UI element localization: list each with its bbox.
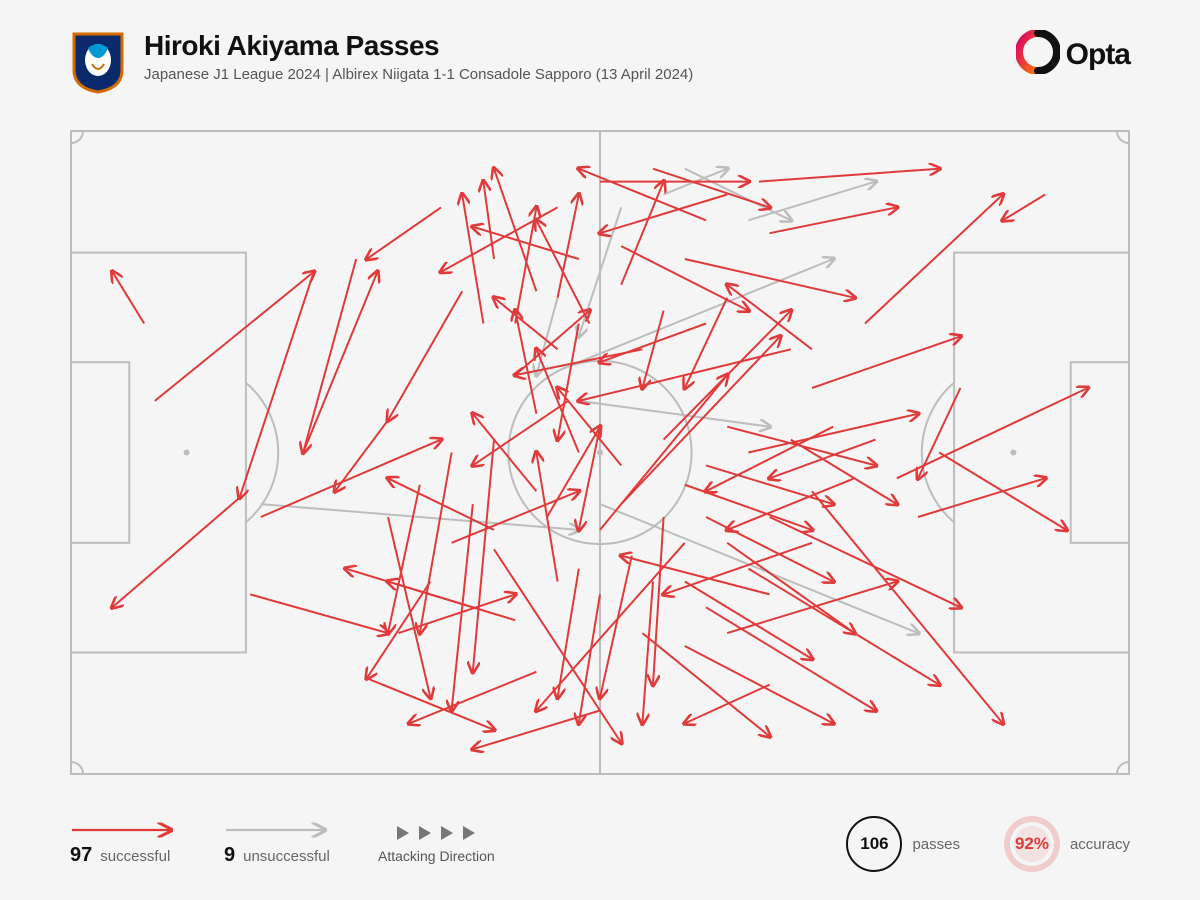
pass-map-pitch — [70, 130, 1130, 775]
attacking-direction-label: Attacking Direction — [378, 848, 495, 864]
total-passes-value: 106 — [846, 816, 902, 872]
legend-unsuccessful-count: 9 — [224, 844, 235, 867]
opta-mark-icon — [1016, 30, 1060, 79]
chevron-right-icon — [438, 824, 456, 842]
legend-unsuccessful: 9 unsuccessful — [224, 822, 334, 867]
chevron-right-icon — [416, 824, 434, 842]
legend-successful: 97 successful — [70, 822, 180, 867]
chevron-right-icon — [460, 824, 478, 842]
total-passes-badge: 106 passes — [846, 816, 960, 872]
total-passes-label: passes — [912, 836, 960, 853]
legend-unsuccessful-label: unsuccessful — [243, 848, 330, 865]
accuracy-value: 92% — [1004, 816, 1060, 872]
opta-wordmark: Opta — [1066, 38, 1130, 72]
opta-logo: Opta — [1016, 30, 1130, 79]
accuracy-label: accuracy — [1070, 836, 1130, 853]
legend-successful-label: successful — [100, 848, 170, 865]
legend-successful-count: 97 — [70, 844, 92, 867]
page-title: Hiroki Akiyama Passes — [144, 30, 1016, 62]
chevron-right-icon — [394, 824, 412, 842]
accuracy-badge: 92% accuracy — [1004, 816, 1130, 872]
attacking-direction: Attacking Direction — [378, 824, 495, 864]
page-subtitle: Japanese J1 League 2024 | Albirex Niigat… — [144, 66, 1016, 83]
team-badge-icon — [70, 30, 126, 94]
